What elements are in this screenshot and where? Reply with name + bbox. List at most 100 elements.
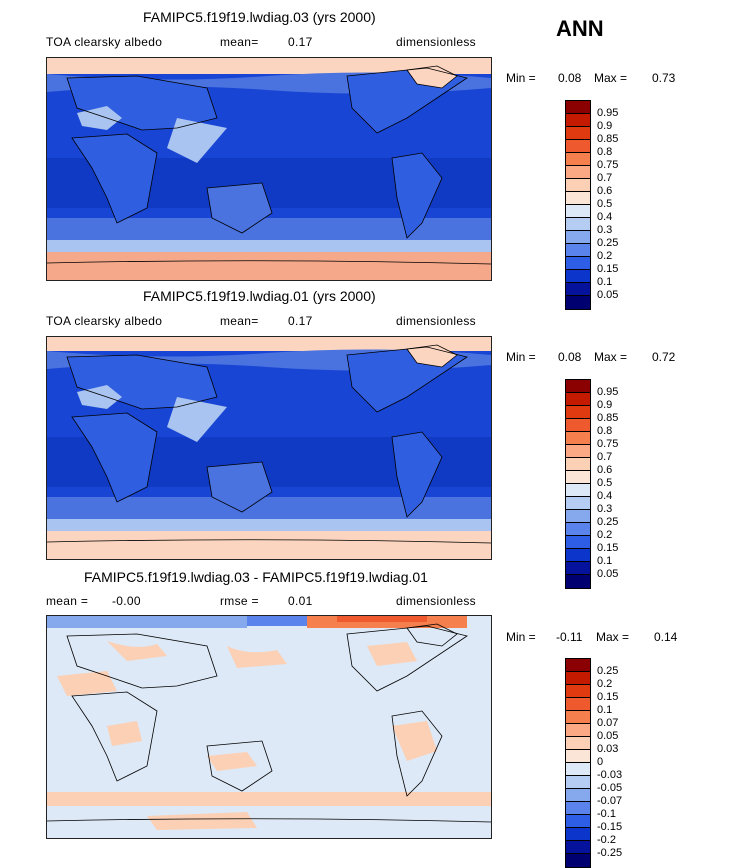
- map-svg: [47, 337, 491, 559]
- colorbar: [565, 379, 591, 589]
- colorbar-swatch: [566, 101, 590, 114]
- colorbar-tick-label: 0.4: [597, 211, 613, 223]
- colorbar-tick-label: 0.7: [597, 451, 613, 463]
- colorbar-tick-label: 0.25: [597, 516, 619, 528]
- colorbar-tick-label: -0.15: [597, 821, 623, 833]
- colorbar-swatch: [566, 724, 590, 737]
- colorbar-swatch: [566, 672, 590, 685]
- colorbar-swatch: [566, 179, 590, 192]
- colorbar-swatch: [566, 510, 590, 523]
- min-value: 0.08: [558, 71, 582, 85]
- colorbar-swatch: [566, 380, 590, 393]
- colorbar-swatch: [566, 205, 590, 218]
- colorbar-swatch: [566, 698, 590, 711]
- rmse-value: 0.01: [288, 594, 313, 608]
- colorbar-tick-label: 0.75: [597, 438, 619, 450]
- colorbar-swatch: [566, 127, 590, 140]
- colorbar-tick-label: 0.1: [597, 276, 613, 288]
- colorbar-tick-label: -0.25: [597, 847, 623, 859]
- colorbar-swatch: [566, 789, 590, 802]
- colorbar-swatch: [566, 575, 590, 588]
- map-svg: [47, 616, 491, 838]
- colorbar-tick-label: 0.6: [597, 185, 613, 197]
- colorbar-tick-label: 0.8: [597, 425, 613, 437]
- colorbar-swatch: [566, 244, 590, 257]
- colorbar-swatch: [566, 497, 590, 510]
- colorbar-tick-label: -0.03: [597, 769, 623, 781]
- colorbar-tick-label: 0.15: [597, 263, 619, 275]
- colorbar-tick-label: 0.85: [597, 412, 619, 424]
- colorbar-tick-label: -0.1: [597, 808, 616, 820]
- colorbar-swatch: [566, 815, 590, 828]
- colorbar-swatch: [566, 153, 590, 166]
- colorbar-swatch: [566, 854, 590, 867]
- max-label: Max =: [594, 350, 628, 364]
- mean-value: -0.00: [112, 594, 141, 608]
- mean-label: mean =: [46, 594, 89, 608]
- min-label: Min =: [506, 71, 536, 85]
- min-label: Min =: [506, 630, 536, 644]
- colorbar-tick-label: 0.85: [597, 133, 619, 145]
- colorbar-tick-label: 0.7: [597, 172, 613, 184]
- map-svg: [47, 58, 491, 280]
- min-value: 0.08: [558, 350, 582, 364]
- colorbar-swatch: [566, 283, 590, 296]
- colorbar: [565, 100, 591, 310]
- colorbar: [565, 658, 591, 868]
- max-label: Max =: [596, 630, 630, 644]
- colorbar-tick-label: 0.6: [597, 464, 613, 476]
- colorbar-swatch: [566, 471, 590, 484]
- colorbar-tick-label: 0.5: [597, 198, 613, 210]
- panel-title: FAMIPC5.f19f19.lwdiag.03 - FAMIPC5.f19f1…: [84, 569, 428, 585]
- panel-title: FAMIPC5.f19f19.lwdiag.03 (yrs 2000): [143, 9, 376, 25]
- colorbar-swatch: [566, 802, 590, 815]
- colorbar-swatch: [566, 536, 590, 549]
- max-label: Max =: [594, 71, 628, 85]
- colorbar-tick-label: 0.95: [597, 107, 619, 119]
- colorbar-swatch: [566, 685, 590, 698]
- colorbar-swatch: [566, 406, 590, 419]
- colorbar-tick-label: 0.2: [597, 250, 613, 262]
- colorbar-tick-label: 0.05: [597, 730, 619, 742]
- colorbar-tick-label: 0.2: [597, 529, 613, 541]
- colorbar-swatch: [566, 562, 590, 575]
- colorbar-swatch: [566, 257, 590, 270]
- albedo-map: [46, 57, 492, 281]
- units-label: dimensionless: [396, 594, 476, 608]
- max-value: 0.73: [652, 71, 676, 85]
- units-label: dimensionless: [396, 314, 476, 328]
- colorbar-tick-label: 0.3: [597, 224, 613, 236]
- colorbar-swatch: [566, 218, 590, 231]
- colorbar-tick-label: 0.05: [597, 289, 619, 301]
- colorbar-tick-label: 0.1: [597, 704, 613, 716]
- season-label: ANN: [556, 16, 604, 41]
- colorbar-swatch: [566, 484, 590, 497]
- colorbar-tick-label: 0.8: [597, 146, 613, 158]
- mean-label: mean=: [220, 35, 259, 49]
- colorbar-swatch: [566, 659, 590, 672]
- colorbar-tick-label: 0.1: [597, 555, 613, 567]
- colorbar-swatch: [566, 192, 590, 205]
- colorbar-swatch: [566, 828, 590, 841]
- colorbar-swatch: [566, 523, 590, 536]
- colorbar-swatch: [566, 711, 590, 724]
- max-value: 0.72: [652, 350, 676, 364]
- colorbar-swatch: [566, 432, 590, 445]
- colorbar-tick-label: -0.2: [597, 834, 616, 846]
- colorbar-swatch: [566, 231, 590, 244]
- colorbar-tick-label: 0.2: [597, 678, 613, 690]
- colorbar-tick-label: 0.25: [597, 237, 619, 249]
- colorbar-swatch: [566, 393, 590, 406]
- colorbar-swatch: [566, 750, 590, 763]
- colorbar-swatch: [566, 549, 590, 562]
- colorbar-tick-label: 0.9: [597, 120, 613, 132]
- colorbar-tick-label: 0.3: [597, 503, 613, 515]
- colorbar-swatch: [566, 114, 590, 127]
- colorbar-swatch: [566, 458, 590, 471]
- colorbar-tick-label: 0.15: [597, 542, 619, 554]
- mean-value: 0.17: [288, 314, 313, 328]
- colorbar-tick-label: -0.07: [597, 795, 623, 807]
- colorbar-swatch: [566, 763, 590, 776]
- colorbar-tick-label: 0.05: [597, 568, 619, 580]
- colorbar-tick-label: -0.05: [597, 782, 623, 794]
